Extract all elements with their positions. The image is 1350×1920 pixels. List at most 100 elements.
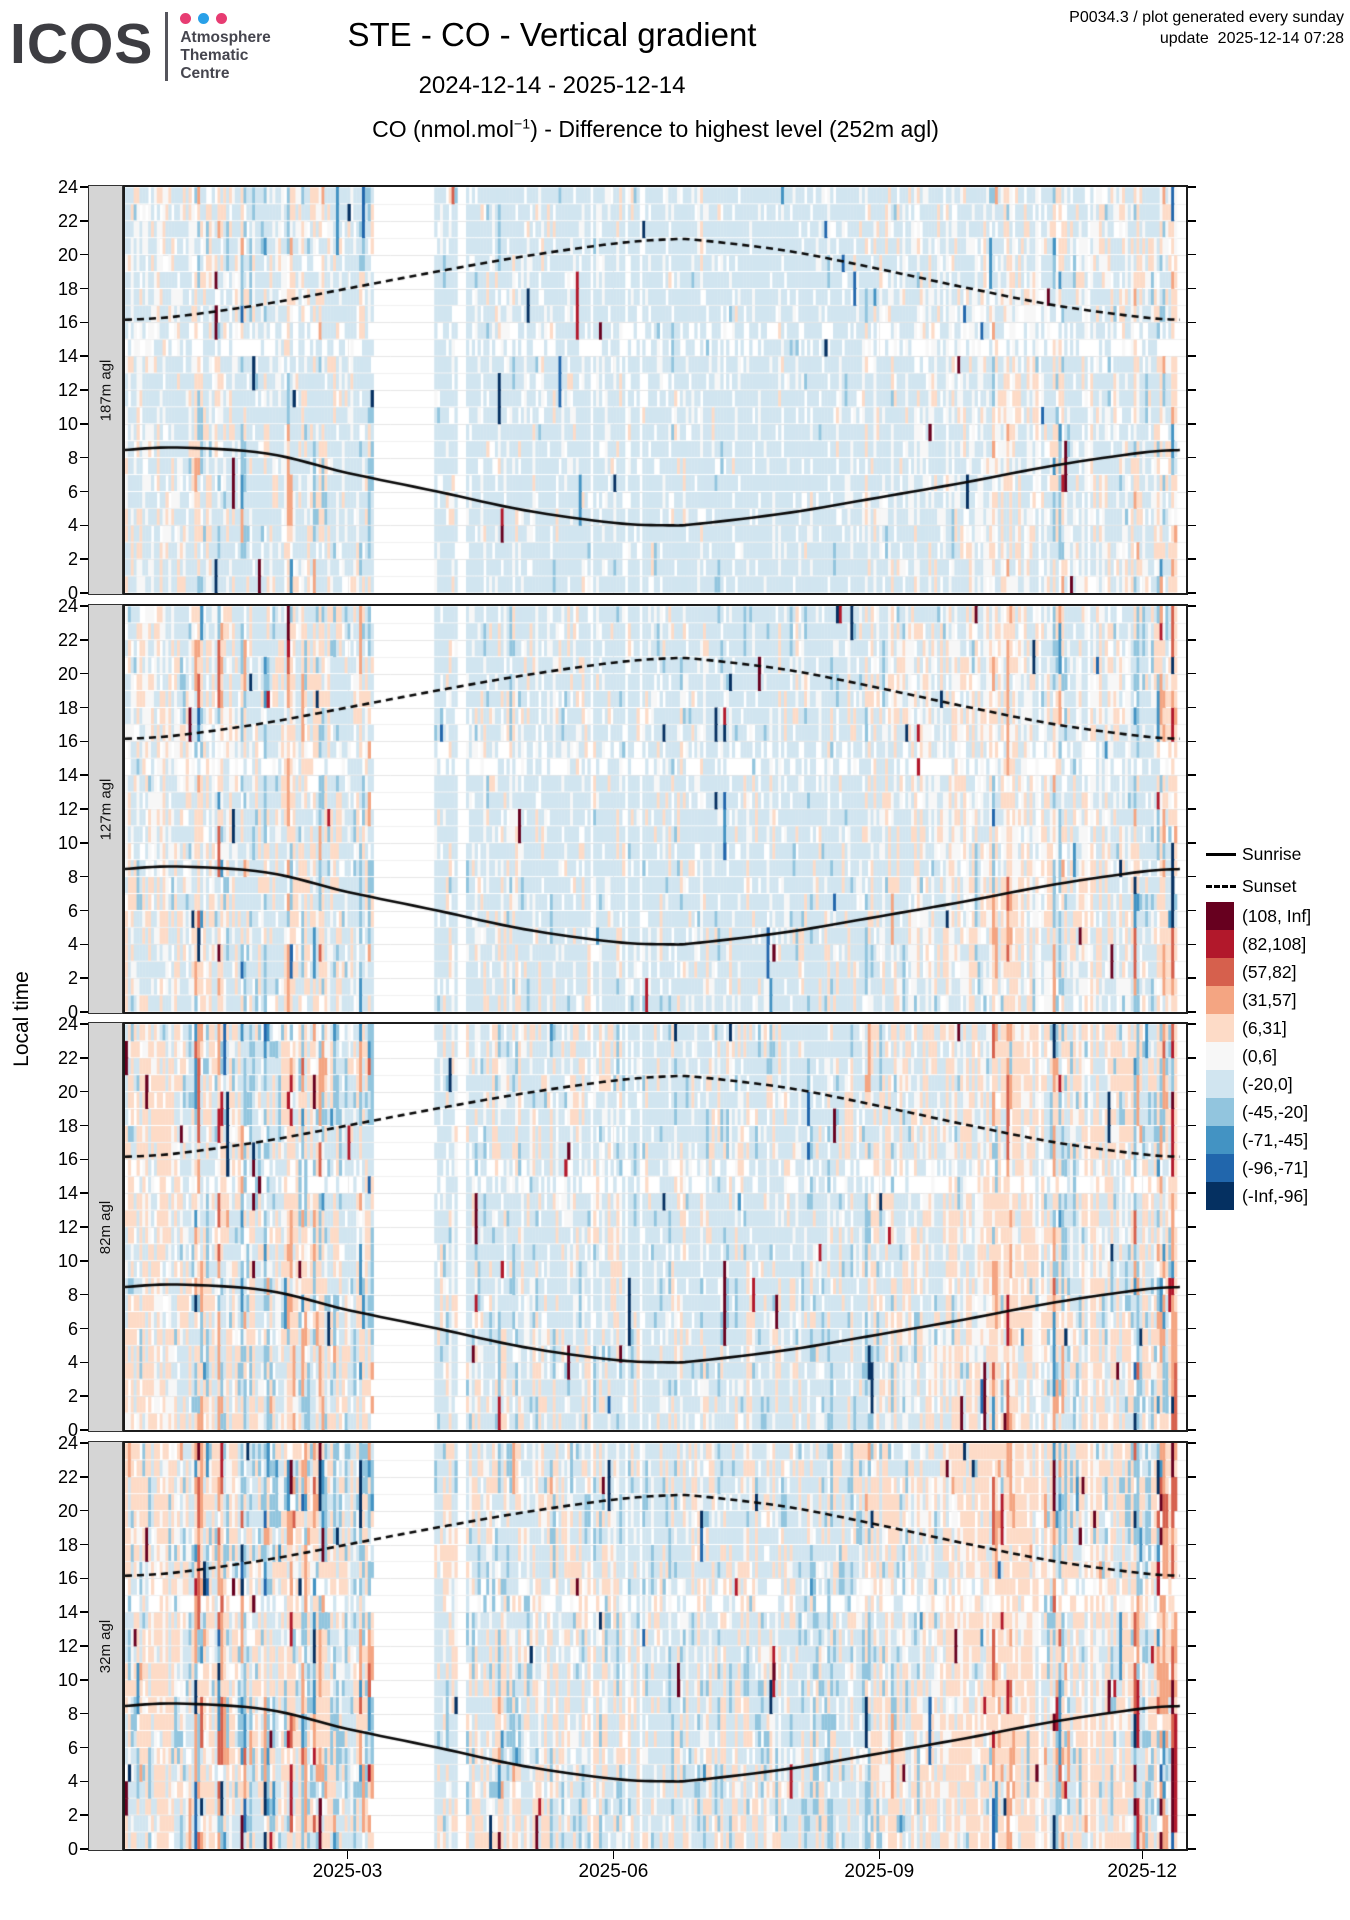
legend-bin-label: (-Inf,-96]	[1242, 1185, 1309, 1206]
y-tick-right	[1188, 321, 1196, 324]
y-tick-left	[80, 1645, 88, 1647]
legend-sunset: Sunset	[1206, 870, 1311, 902]
legend-swatch	[1206, 1014, 1234, 1042]
y-tick-label: 0	[67, 1420, 78, 1440]
y-tick-left	[80, 355, 88, 357]
legend-swatch	[1206, 1154, 1234, 1182]
y-tick-right	[1188, 1192, 1196, 1194]
logo-unit-line: Atmosphere	[180, 29, 271, 46]
logo-divider	[165, 12, 169, 81]
y-tick-left	[80, 524, 88, 527]
y-tick-right	[1188, 389, 1196, 391]
y-tick-label: 2	[67, 1805, 78, 1826]
legend-sunrise-label: Sunrise	[1242, 843, 1302, 864]
y-tick-label: 8	[67, 866, 78, 887]
y-tick-left	[80, 1577, 88, 1580]
y-tick-left	[80, 1814, 88, 1816]
y-tick-left	[80, 808, 88, 810]
legend-swatch	[1206, 1098, 1234, 1126]
plot-id-line: P0034.3 / plot generated every sunday	[1069, 9, 1344, 26]
y-tick-left	[80, 490, 88, 493]
y-tick-label: 12	[57, 1636, 78, 1656]
y-tick-label: 16	[57, 1568, 78, 1589]
y-tick-left	[80, 605, 88, 607]
page-title: STE - CO - Vertical gradient	[347, 16, 757, 53]
y-tick-left	[80, 875, 88, 878]
y-tick-right	[1188, 1361, 1196, 1364]
y-tick-left	[80, 909, 88, 912]
y-tick-left	[80, 1712, 88, 1715]
x-tick-label: 2025-03	[312, 1861, 383, 1882]
panel-strip-label: 187m agl	[97, 359, 114, 421]
y-tick-left	[80, 1476, 88, 1478]
logo-dot	[216, 13, 228, 24]
y-tick-label: 12	[57, 799, 78, 819]
generation-info: P0034.3 / plot generated every sunday up…	[1069, 7, 1344, 49]
y-tick-label: 14	[57, 1183, 78, 1204]
y-tick-label: 0	[67, 1002, 78, 1022]
legend-bin: (108, Inf]	[1206, 902, 1311, 930]
y-tick-label: 6	[67, 481, 78, 502]
y-tick-left	[80, 672, 88, 675]
panel-strip-label: 32m agl	[97, 1619, 114, 1673]
legend-bin: (57,82]	[1206, 958, 1311, 986]
heatmap-canvas-32m-agl	[125, 1443, 1186, 1849]
legend-sunrise: Sunrise	[1206, 838, 1311, 870]
y-tick-left	[80, 592, 88, 594]
logo-dots	[180, 13, 270, 24]
panel-strip-label: 82m agl	[97, 1200, 114, 1254]
chart-title-exponent: −1	[513, 116, 531, 133]
y-tick-left	[80, 1611, 88, 1613]
y-tick-left	[80, 1679, 88, 1681]
y-tick-right	[1188, 1780, 1196, 1783]
y-tick-left	[80, 1158, 88, 1161]
panel-strip-label: 127m agl	[97, 778, 114, 840]
y-tick-right	[1188, 558, 1196, 560]
y-tick-label: 2	[67, 968, 78, 989]
y-tick-left	[80, 774, 88, 776]
legend-bin-label: (-20,0]	[1242, 1073, 1293, 1094]
y-tick-right	[1188, 1395, 1196, 1397]
legend-swatch	[1206, 986, 1234, 1014]
y-tick-left	[80, 1124, 88, 1127]
legend-bin: (-Inf,-96]	[1206, 1182, 1311, 1210]
y-tick-right	[1188, 1509, 1196, 1512]
y-tick-left	[80, 1442, 88, 1444]
date-range-subtitle: 2024-12-14 - 2025-12-14	[418, 72, 686, 99]
y-tick-label: 18	[57, 1115, 78, 1136]
legend-sunrise-line-sample	[1206, 852, 1236, 856]
legend-bin-label: (108, Inf]	[1242, 905, 1312, 926]
y-tick-left	[80, 842, 88, 844]
y-tick-left	[80, 456, 88, 459]
heatmap-panel-82m-agl	[123, 1022, 1188, 1432]
y-tick-label: 16	[57, 1149, 78, 1170]
y-tick-label: 16	[57, 312, 78, 333]
legend-sunset-label: Sunset	[1242, 875, 1297, 896]
y-tick-right	[1188, 1011, 1196, 1013]
y-tick-label: 8	[67, 1284, 78, 1305]
y-tick-label: 22	[57, 1047, 78, 1068]
heatmap-panel-187m-agl	[123, 185, 1188, 595]
y-tick-label: 0	[67, 583, 78, 603]
y-tick-right	[1188, 639, 1196, 641]
panel-strip-127m-agl: 127m agl	[88, 604, 123, 1014]
y-tick-right	[1188, 220, 1196, 222]
y-tick-left	[80, 1192, 88, 1194]
x-tick-label: 2025-09	[844, 1861, 915, 1882]
y-tick-left	[80, 423, 88, 425]
y-tick-left	[80, 1429, 88, 1431]
y-tick-label: 10	[57, 413, 78, 434]
y-tick-label: 10	[57, 1250, 78, 1271]
y-tick-label: 16	[57, 731, 78, 752]
chart-title-suffix: ) - Difference to highest level (252m ag…	[530, 116, 939, 142]
y-tick-label: 20	[57, 1500, 78, 1521]
x-tick	[878, 1851, 881, 1859]
y-tick-left	[80, 389, 88, 391]
y-tick-right	[1188, 186, 1196, 188]
y-tick-label: 0	[67, 1839, 78, 1859]
update-time-line: update 2025-12-14 07:28	[1159, 30, 1344, 47]
y-tick-label: 22	[57, 629, 78, 650]
y-tick-label: 4	[67, 515, 78, 536]
legend-bin-label: (6,31]	[1242, 1017, 1287, 1038]
x-tick-label: 2025-06	[578, 1861, 649, 1882]
